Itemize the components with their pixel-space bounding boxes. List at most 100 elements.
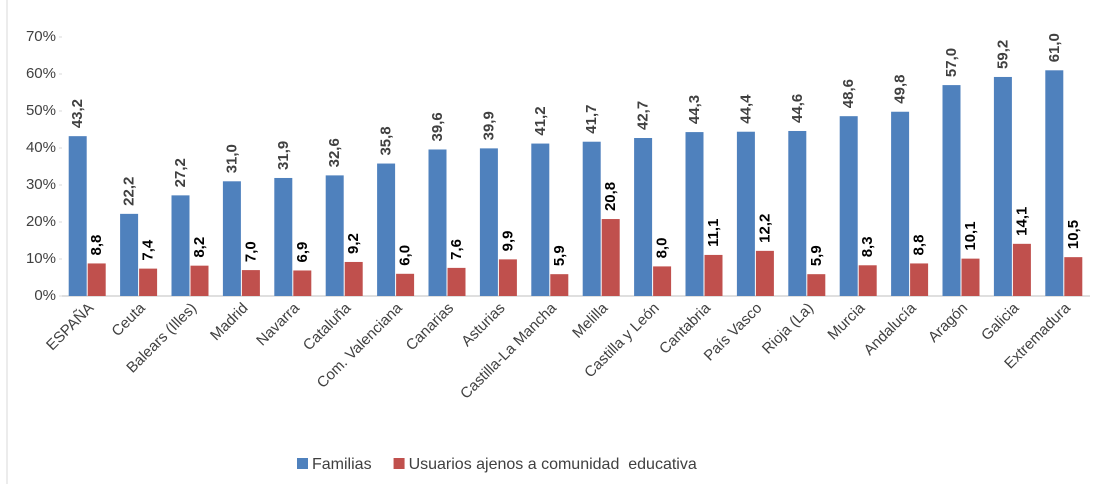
value-label: 8,2 bbox=[191, 237, 208, 258]
value-label: 44,3 bbox=[686, 95, 703, 124]
value-label: 32,6 bbox=[326, 138, 343, 167]
bar bbox=[87, 263, 106, 296]
x-tick-label: Andalucía bbox=[861, 299, 921, 359]
value-label: 31,0 bbox=[223, 144, 240, 173]
bar bbox=[993, 76, 1012, 297]
bar bbox=[222, 181, 241, 296]
bar bbox=[190, 265, 209, 296]
x-tick-label: Castilla-La Mancha bbox=[457, 299, 560, 402]
bar bbox=[755, 250, 774, 296]
bar bbox=[68, 136, 87, 296]
bar bbox=[704, 254, 723, 296]
y-tick-label: 50% bbox=[26, 102, 56, 119]
value-label: 7,4 bbox=[140, 239, 157, 261]
y-tick-label: 0% bbox=[34, 287, 56, 304]
bar bbox=[498, 259, 517, 296]
x-tick-label: Melilla bbox=[569, 299, 612, 342]
value-label: 7,0 bbox=[242, 241, 259, 262]
x-tick-label: Madrid bbox=[207, 300, 251, 344]
value-label: 39,9 bbox=[480, 111, 497, 140]
value-label: 59,2 bbox=[994, 40, 1011, 69]
y-tick-label: 60% bbox=[26, 65, 56, 82]
bar bbox=[531, 143, 550, 296]
bar bbox=[293, 270, 312, 296]
value-label: 20,8 bbox=[602, 182, 619, 211]
bar bbox=[377, 163, 396, 296]
value-label: 27,2 bbox=[172, 158, 189, 187]
bar bbox=[325, 175, 344, 296]
value-label: 7,6 bbox=[448, 239, 465, 260]
bar bbox=[344, 261, 363, 296]
value-label: 39,6 bbox=[429, 112, 446, 141]
bar bbox=[839, 116, 858, 297]
x-tick-label: ESPAÑA bbox=[43, 300, 97, 354]
x-tick-label: Aragón bbox=[925, 300, 971, 346]
x-tick-label: Navarra bbox=[253, 299, 303, 349]
x-tick-label: Galicia bbox=[978, 299, 1023, 344]
value-label: 22,2 bbox=[121, 177, 138, 206]
bar bbox=[139, 268, 158, 296]
value-label: 49,8 bbox=[892, 75, 909, 104]
y-tick-label: 10% bbox=[26, 250, 56, 267]
value-label: 44,4 bbox=[737, 94, 754, 124]
bar bbox=[274, 177, 293, 296]
value-label: 8,3 bbox=[859, 236, 876, 257]
legend-swatch bbox=[393, 458, 405, 469]
value-label: 6,0 bbox=[397, 245, 414, 266]
bar bbox=[447, 267, 466, 296]
bar bbox=[961, 258, 980, 296]
bar bbox=[858, 265, 877, 296]
legend-label: Usuarios ajenos a comunidad educativa bbox=[409, 456, 697, 473]
bar bbox=[1064, 257, 1083, 296]
value-label: 42,7 bbox=[635, 101, 652, 130]
value-label: 11,1 bbox=[705, 219, 722, 247]
value-label: 12,2 bbox=[756, 214, 773, 243]
bar bbox=[910, 263, 929, 296]
value-label: 8,8 bbox=[911, 235, 928, 256]
bar bbox=[428, 149, 447, 296]
value-label: 8,8 bbox=[88, 235, 105, 256]
bar bbox=[653, 266, 672, 296]
bar bbox=[120, 213, 139, 296]
bar bbox=[807, 274, 826, 296]
x-tick-label: Asturias bbox=[458, 300, 508, 350]
value-label: 43,2 bbox=[69, 99, 86, 128]
value-label: 5,9 bbox=[808, 245, 825, 266]
bar bbox=[685, 132, 704, 296]
bar bbox=[1012, 243, 1031, 296]
y-tick-label: 30% bbox=[26, 176, 56, 193]
bar bbox=[1045, 70, 1064, 296]
y-tick-label: 40% bbox=[26, 139, 56, 156]
bar bbox=[942, 85, 961, 296]
value-label: 8,0 bbox=[654, 238, 671, 259]
bar bbox=[736, 131, 755, 296]
x-tick-label: Ceuta bbox=[108, 299, 149, 340]
value-label: 6,9 bbox=[294, 242, 311, 263]
value-label: 35,8 bbox=[378, 126, 395, 155]
bar bbox=[241, 270, 260, 296]
bar bbox=[582, 141, 601, 296]
x-tick-label: Rioja (La) bbox=[759, 300, 817, 358]
x-tick-label: Murcia bbox=[824, 299, 868, 343]
value-label: 48,6 bbox=[840, 79, 857, 108]
bar bbox=[479, 148, 498, 296]
value-label: 9,9 bbox=[499, 231, 516, 252]
value-label: 41,7 bbox=[583, 105, 600, 134]
value-label: 61,0 bbox=[1046, 33, 1063, 62]
value-label: 9,2 bbox=[345, 233, 362, 254]
bar bbox=[171, 195, 190, 296]
value-label: 57,0 bbox=[943, 48, 960, 77]
y-tick-label: 20% bbox=[26, 213, 56, 230]
value-label: 41,2 bbox=[532, 106, 549, 135]
bar bbox=[634, 138, 653, 296]
value-label: 5,9 bbox=[551, 245, 568, 266]
value-label: 31,9 bbox=[275, 141, 292, 170]
value-label: 10,5 bbox=[1065, 220, 1082, 249]
bar bbox=[396, 273, 415, 296]
value-label: 10,1 bbox=[962, 221, 979, 250]
bar bbox=[788, 130, 807, 296]
value-label: 44,6 bbox=[789, 94, 806, 123]
bar bbox=[891, 111, 910, 297]
value-label: 14,1 bbox=[1013, 207, 1030, 236]
